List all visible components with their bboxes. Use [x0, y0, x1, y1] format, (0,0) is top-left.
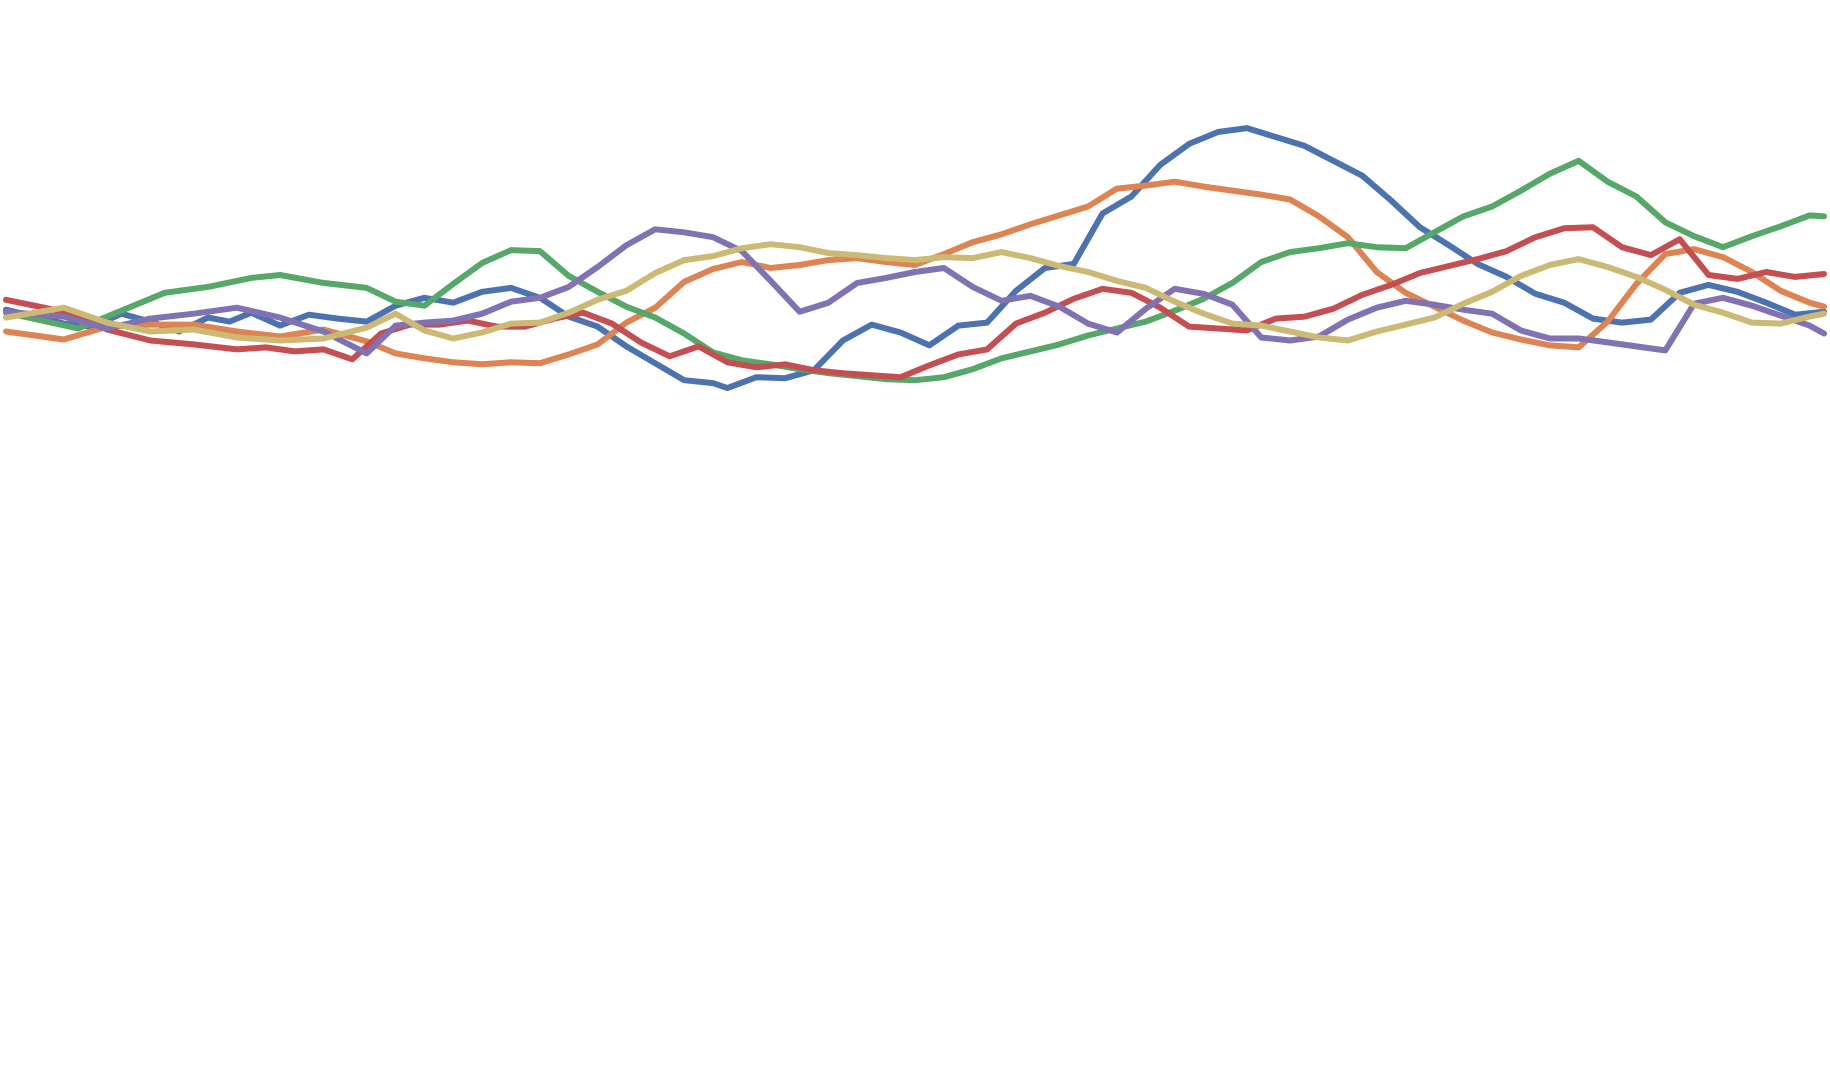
series-line-5: [3, 226, 1827, 357]
series-line-6: [3, 241, 1827, 344]
series-line-1: [3, 125, 1827, 392]
series-line-2: [3, 178, 1827, 368]
series-line-4: [3, 224, 1827, 381]
series-line-3: [3, 157, 1827, 384]
series-layer: [3, 125, 1827, 392]
